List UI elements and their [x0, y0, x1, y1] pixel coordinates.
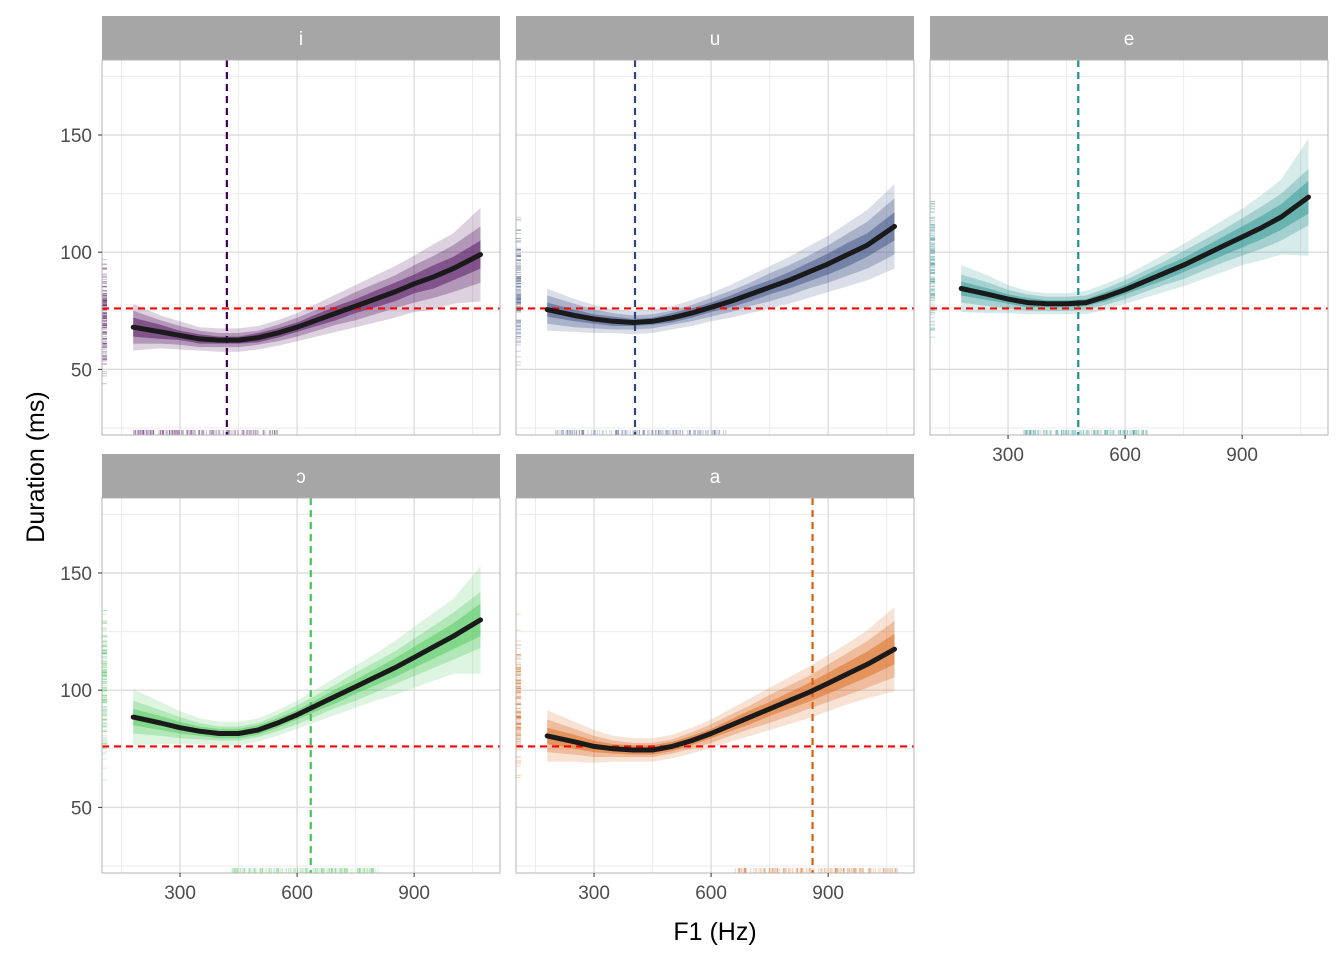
facet-strip: [102, 454, 500, 498]
smooth-line: [130, 617, 483, 736]
y-tick-label: 100: [60, 243, 92, 264]
x-tick-label: 300: [164, 883, 196, 904]
panel-background: [516, 498, 914, 873]
facet-strip: [102, 16, 500, 60]
x-tick-label: 600: [281, 883, 313, 904]
x-tick-label: 300: [992, 445, 1024, 466]
y-tick-label: 50: [71, 360, 92, 381]
panels-layer: i 50 100 150 u e 300 600 900 ɔ 50 100 150 300 600 900 a 3…: [60, 16, 1329, 904]
interval-band-3: [547, 184, 895, 335]
facet-strip: [516, 454, 914, 498]
panel-plot-area: [930, 60, 1328, 435]
panel-background: [102, 60, 500, 435]
y-tick-label: 50: [71, 798, 92, 819]
x-tick-label: 900: [398, 883, 430, 904]
panel-plot-area: [102, 498, 500, 873]
facet-strip-label: i: [299, 29, 303, 50]
y-tick-label: 150: [60, 126, 92, 147]
facet-strip: [930, 16, 1328, 60]
x-tick-label: 300: [578, 883, 610, 904]
y-tick-label: 100: [60, 681, 92, 702]
panel-border: [515, 59, 915, 436]
facet-strip-label: e: [1124, 29, 1135, 50]
interval-band-3: [133, 207, 481, 352]
x-axis-title: F1 (Hz): [673, 918, 756, 946]
panel-border: [929, 59, 1329, 436]
facet-strip-label: ɔ: [296, 467, 306, 488]
smooth-line: [544, 223, 897, 325]
y-tick-label: 150: [60, 564, 92, 585]
panel-border: [101, 497, 501, 874]
facet-panel-0: i 50 100 150: [60, 16, 501, 436]
facet-panel-2: e 300 600 900: [929, 16, 1329, 466]
panel-plot-area: [102, 60, 500, 435]
panel-border: [101, 59, 501, 436]
y-axis-title: Duration (ms): [22, 391, 50, 542]
smooth-line: [130, 252, 483, 343]
facet-panel-1: u: [515, 16, 915, 436]
facet-strip: [516, 16, 914, 60]
facet-strip-label: u: [710, 29, 721, 50]
panel-background: [930, 60, 1328, 435]
panel-plot-area: [516, 60, 914, 435]
smooth-line: [544, 646, 897, 753]
x-tick-label: 900: [1226, 445, 1258, 466]
panel-background: [102, 498, 500, 873]
facet-strip-label: a: [710, 467, 721, 488]
facet-panel-4: a 300 600 900: [515, 454, 915, 904]
panel-background: [516, 60, 914, 435]
x-tick-label: 900: [812, 883, 844, 904]
smooth-line: [958, 194, 1311, 307]
panel-border: [515, 497, 915, 874]
interval-band-3: [961, 138, 1309, 315]
panel-plot-area: [516, 498, 914, 873]
x-tick-label: 600: [1109, 445, 1141, 466]
x-tick-label: 600: [695, 883, 727, 904]
facet-panel-3: ɔ 50 100 150 300 600 900: [60, 454, 501, 904]
